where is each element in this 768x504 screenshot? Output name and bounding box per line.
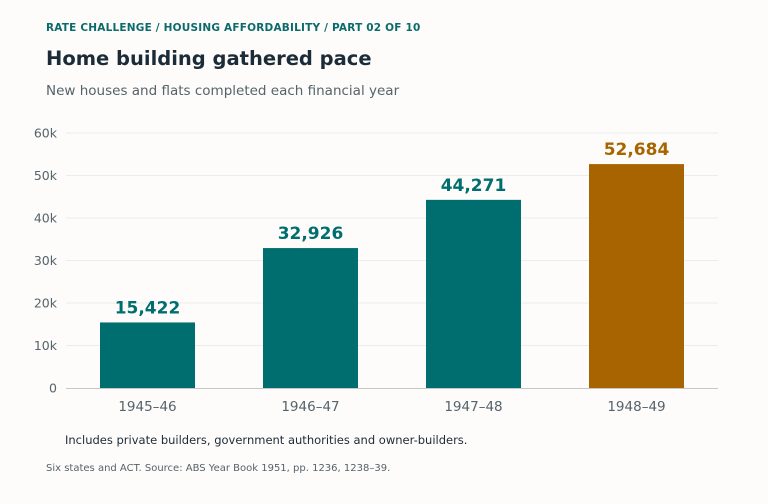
bar-1948–49 [589,164,684,388]
x-tick-label: 1945–46 [118,399,176,415]
kicker-breadcrumb: RATE CHALLENGE / HOUSING AFFORDABILITY /… [46,22,421,34]
chart-subtitle: New houses and flats completed each fina… [46,83,400,99]
value-label: 44,271 [441,176,507,196]
y-tick-label: 60k [34,126,58,141]
chart-source: Six states and ACT. Source: ABS Year Boo… [46,463,391,474]
bars [100,164,684,388]
y-tick-label: 50k [34,168,58,183]
y-tick-label: 40k [34,211,58,226]
x-axis-ticks: 1945–46 1946–47 1947–48 1948–49 [118,399,665,415]
y-tick-label: 0 [49,381,57,396]
value-label: 15,422 [115,298,181,318]
y-tick-label: 10k [34,338,58,353]
x-tick-label: 1946–47 [281,399,339,415]
value-labels: 15,422 32,926 44,271 52,684 [115,140,670,318]
chart-note: Includes private builders, government au… [65,433,468,447]
value-label: 52,684 [604,140,670,160]
chart-title: Home building gathered pace [46,47,372,70]
bar-1946–47 [263,248,358,388]
x-tick-label: 1948–49 [607,399,665,415]
bar-1947–48 [426,199,521,388]
y-axis-ticks: 0 10k 20k 30k 40k 50k 60k [34,126,58,396]
value-label: 32,926 [278,224,344,244]
x-tick-label: 1947–48 [444,399,502,415]
bar-1945–46 [100,322,195,388]
y-tick-label: 30k [34,253,58,268]
y-tick-label: 20k [34,296,58,311]
